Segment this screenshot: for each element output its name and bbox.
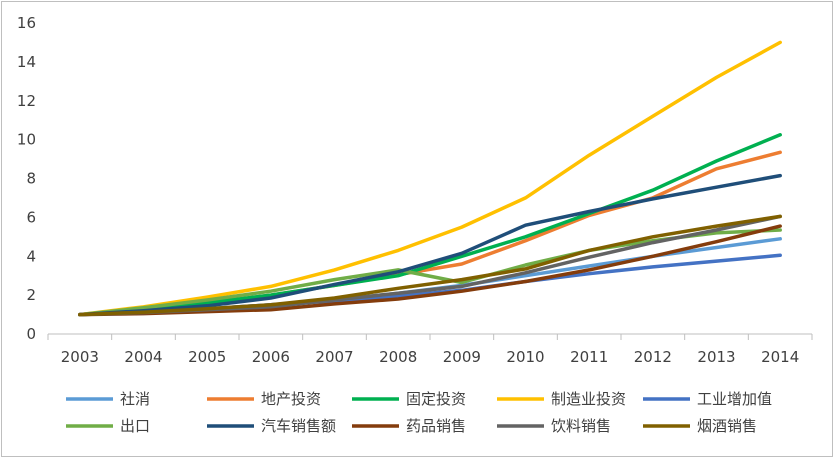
legend-label: 地产投资 (261, 390, 321, 408)
y-tick-label-10: 10 (17, 131, 36, 149)
legend-label: 烟酒销售 (697, 417, 757, 435)
y-tick-label-8: 8 (26, 170, 36, 188)
legend-label: 固定投资 (406, 390, 466, 408)
legend-item-6: 出口 (66, 417, 150, 435)
y-tick-label-4: 4 (26, 247, 36, 265)
legend-label: 工业增加值 (697, 390, 772, 408)
plot-area (78, 40, 782, 317)
x-tick-label-2010: 2010 (506, 348, 544, 366)
y-tick-label-0: 0 (26, 325, 36, 343)
x-tick-label-2012: 2012 (634, 348, 672, 366)
x-tick-label-2007: 2007 (315, 348, 353, 366)
legend-label: 出口 (120, 417, 150, 435)
y-tick-label-2: 2 (26, 286, 36, 304)
x-tick-label-2009: 2009 (443, 348, 481, 366)
x-tick-label-2004: 2004 (124, 348, 162, 366)
legend-item-4: 制造业投资 (497, 390, 626, 408)
legend-item-9: 饮料销售 (497, 417, 611, 435)
series-line-7 (78, 173, 782, 317)
legend-item-3: 固定投资 (352, 390, 466, 408)
x-tick-label-2008: 2008 (379, 348, 417, 366)
series-line-10 (78, 214, 782, 317)
y-tick-label-16: 16 (17, 14, 36, 32)
legend-item-5: 工业增加值 (643, 390, 772, 408)
legend-label: 药品销售 (406, 417, 466, 435)
x-axis: 2003 2004 2005 2006 2007 2008 2009 2010 2011 2012… (47, 333, 813, 366)
x-tick-label-2006: 2006 (252, 348, 290, 366)
x-tick-label-2014: 2014 (761, 348, 799, 366)
series-line-4 (78, 40, 782, 317)
y-tick-label-6: 6 (26, 208, 36, 226)
legend-label: 汽车销售额 (261, 417, 336, 435)
legend-item-10: 烟酒销售 (643, 417, 757, 435)
legend-item-2: 地产投资 (207, 390, 321, 408)
y-axis: 0 2 4 6 8 10 12 14 16 (17, 14, 36, 343)
legend-item-1: 社消 (66, 390, 150, 408)
legend-label: 饮料销售 (551, 417, 611, 435)
y-tick-label-14: 14 (17, 53, 36, 71)
legend-label: 社消 (120, 390, 150, 408)
x-tick-label-2013: 2013 (697, 348, 735, 366)
series-line-6 (78, 228, 782, 317)
y-tick-label-12: 12 (17, 92, 36, 110)
x-tick-label-2005: 2005 (188, 348, 226, 366)
legend-item-7: 汽车销售额 (207, 417, 336, 435)
x-tick-label-2003: 2003 (61, 348, 99, 366)
legend-label: 制造业投资 (551, 390, 626, 408)
legend-item-8: 药品销售 (352, 417, 466, 435)
series-line-3 (78, 133, 782, 317)
x-tick-label-2011: 2011 (570, 348, 608, 366)
